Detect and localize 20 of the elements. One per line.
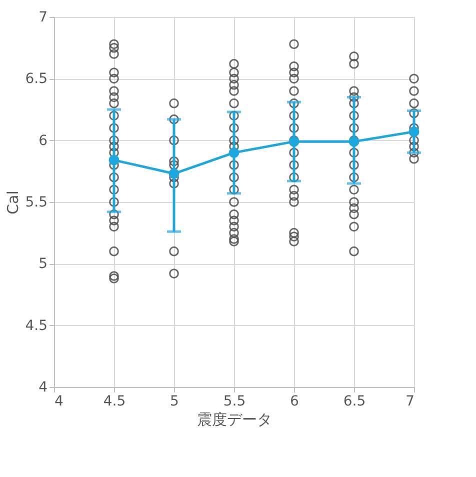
- x-tick-label: 7: [406, 394, 414, 410]
- y-tick-label: 7: [38, 10, 48, 26]
- y-tick-label: 5.5: [25, 194, 48, 210]
- x-tick-label: 4: [54, 394, 64, 410]
- point: [108, 154, 120, 166]
- y-tick-label: 6.5: [25, 71, 48, 88]
- x-tick-label: 6.5: [343, 394, 366, 410]
- y-tick-label: 4.5: [25, 318, 48, 334]
- y-tick-label: 5: [38, 256, 48, 272]
- x-tick-label: 5.5: [223, 394, 246, 410]
- x-tick-label: 4.5: [103, 394, 126, 410]
- x-tick-label: 6: [290, 394, 300, 410]
- point: [408, 126, 420, 137]
- x-axis-title: 震度データ: [197, 410, 272, 428]
- y-tick-label: 6: [38, 132, 48, 149]
- x-tick-label: 5: [170, 394, 179, 410]
- y-tick-label: 4: [38, 380, 48, 396]
- point: [168, 168, 180, 179]
- y-axis-title: Cal: [4, 190, 22, 214]
- point: [228, 147, 240, 158]
